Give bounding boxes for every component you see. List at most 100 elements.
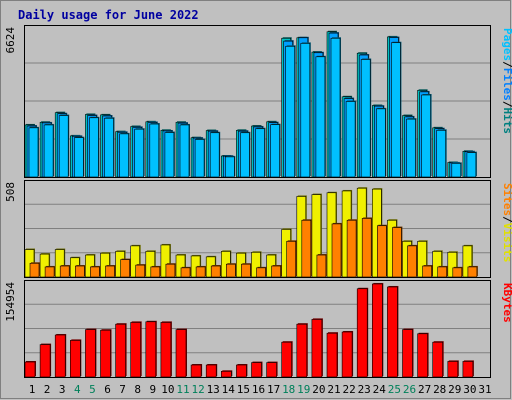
day-label-21: 21 <box>327 383 340 396</box>
day-label-23: 23 <box>358 383 371 396</box>
bar-sites-day-4 <box>75 265 85 278</box>
side-label-part: Sites <box>501 183 512 216</box>
panels-group: 6624 508 154954 <box>4 25 491 378</box>
bar-kbytes-day-30 <box>462 361 474 378</box>
side-label-part: Pages <box>501 28 512 61</box>
side-label-part: KBytes <box>501 283 512 323</box>
bar-pages-day-1 <box>28 127 39 178</box>
bar-kbytes-day-8 <box>130 322 141 378</box>
bar-pages-day-26 <box>406 118 416 178</box>
bar-kbytes-day-9 <box>145 321 157 378</box>
bar-kbytes-day-28 <box>432 341 444 378</box>
bar-visits-day-20 <box>311 194 322 278</box>
bar-pages-day-17 <box>270 124 280 178</box>
bar-sites-day-17 <box>271 265 281 278</box>
bar-kbytes-day-23 <box>356 288 368 378</box>
bar-sites-day-27 <box>422 265 432 278</box>
bar-pages-day-13 <box>209 132 220 178</box>
day-label-9: 9 <box>149 383 156 396</box>
bar-sites-day-22 <box>346 219 357 278</box>
bar-sites-day-21 <box>331 223 342 278</box>
day-label-30: 30 <box>463 383 476 396</box>
bar-visits-day-16 <box>251 251 261 278</box>
bar-pages-day-5 <box>89 117 99 178</box>
bar-pages-day-28 <box>436 130 447 178</box>
bar-sites-day-1 <box>29 262 40 278</box>
panel-middle: 508 <box>4 180 491 278</box>
bar-pages-day-30 <box>466 152 477 178</box>
bar-pages-day-10 <box>164 132 175 178</box>
day-label-29: 29 <box>448 383 461 396</box>
day-label-14: 14 <box>222 383 236 396</box>
bar-sites-day-30 <box>467 266 478 278</box>
bar-sites-day-8 <box>135 264 145 278</box>
bar-pages-day-15 <box>240 132 250 178</box>
bar-sites-day-25 <box>392 227 402 278</box>
bar-kbytes-day-17 <box>266 362 277 378</box>
side-label-part: Hits <box>501 108 512 135</box>
day-label-10: 10 <box>161 383 174 396</box>
bar-kbytes-day-1 <box>24 361 36 378</box>
day-label-16: 16 <box>252 383 265 396</box>
day-label-2: 2 <box>44 383 51 396</box>
bar-kbytes-day-6 <box>100 329 111 378</box>
bar-pages-day-19 <box>300 43 311 178</box>
bar-pages-day-9 <box>149 123 160 178</box>
bar-kbytes-day-21 <box>326 332 338 378</box>
bar-pages-day-14 <box>225 156 235 178</box>
side-label-top: Pages/Files/Hits <box>501 28 512 134</box>
day-label-18: 18 <box>282 383 295 396</box>
day-label-5: 5 <box>89 383 96 396</box>
bar-sites-day-24 <box>376 225 387 278</box>
bar-pages-day-25 <box>391 42 401 178</box>
bar-kbytes-day-11 <box>175 329 187 378</box>
bar-pages-day-20 <box>315 56 326 178</box>
day-label-11: 11 <box>176 383 189 396</box>
day-label-3: 3 <box>59 383 66 396</box>
day-label-20: 20 <box>312 383 325 396</box>
bar-pages-day-24 <box>375 108 386 178</box>
side-label-part: Visits <box>501 223 512 263</box>
bar-sites-day-11 <box>180 267 191 278</box>
bar-visits-day-11 <box>175 254 186 278</box>
bar-sites-day-26 <box>407 245 417 278</box>
bar-sites-day-18 <box>286 241 297 278</box>
bar-visits-day-10 <box>160 244 171 278</box>
day-label-15: 15 <box>237 383 250 396</box>
day-label-6: 6 <box>104 383 111 396</box>
bar-sites-day-13 <box>210 265 221 278</box>
bar-pages-day-4 <box>74 137 84 178</box>
day-label-17: 17 <box>267 383 280 396</box>
bar-kbytes-day-27 <box>417 333 428 378</box>
bar-kbytes-day-12 <box>190 364 202 378</box>
bar-visits-day-2 <box>39 253 50 278</box>
bar-pages-day-22 <box>345 101 356 178</box>
day-labels-group: 1 2 3 4 5 6 7 8 9 10 11 12 13 14 15 16 17 18 19 20 21 22 23 24 2… <box>29 383 492 396</box>
day-label-27: 27 <box>418 383 431 396</box>
bar-kbytes-day-15 <box>236 364 247 378</box>
bar-kbytes-day-22 <box>341 331 353 378</box>
bar-pages-day-8 <box>134 128 144 178</box>
bar-pages-day-3 <box>58 115 69 178</box>
bar-pages-day-2 <box>43 124 54 178</box>
day-label-12: 12 <box>191 383 204 396</box>
bar-pages-day-16 <box>255 128 265 178</box>
bar-kbytes-day-3 <box>54 334 66 378</box>
panel-max-label: 508 <box>4 182 17 202</box>
day-label-7: 7 <box>119 383 126 396</box>
series-pages <box>28 37 477 178</box>
bar-kbytes-day-14 <box>221 370 232 378</box>
bar-sites-day-16 <box>256 267 266 278</box>
bar-pages-day-21 <box>330 37 341 178</box>
bar-visits-day-9 <box>145 251 156 278</box>
bar-sites-day-6 <box>105 265 115 278</box>
bar-sites-day-19 <box>301 219 312 278</box>
day-label-25: 25 <box>388 383 401 396</box>
bar-sites-day-2 <box>44 266 55 278</box>
bar-sites-day-7 <box>120 259 130 278</box>
bar-kbytes-day-4 <box>70 340 81 378</box>
bar-sites-day-9 <box>150 266 161 278</box>
day-label-22: 22 <box>342 383 355 396</box>
bar-kbytes-day-5 <box>85 329 96 378</box>
bar-kbytes-day-16 <box>251 362 262 378</box>
